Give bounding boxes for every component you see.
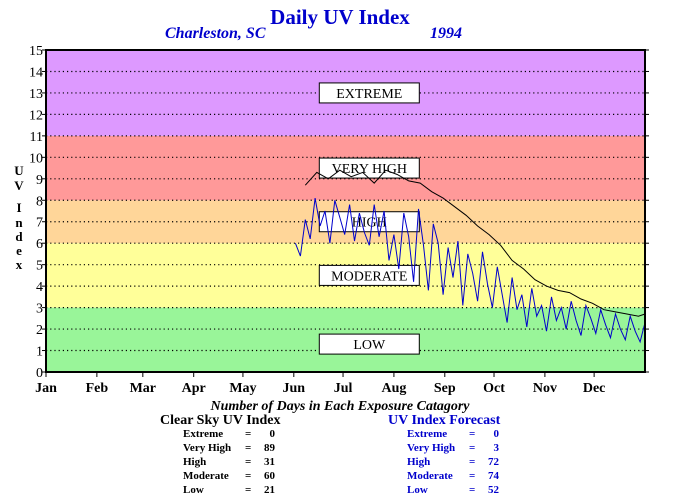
- y-tick-label: 0: [36, 366, 43, 381]
- stats-row-label: High: [407, 456, 431, 468]
- y-tick-label: 7: [36, 216, 43, 231]
- stats-row-equals: =: [245, 456, 252, 468]
- chart-subtitle-location: Charleston, SC: [165, 25, 266, 42]
- band-label-very-high: VERY HIGH: [318, 157, 420, 179]
- y-tick-label: 14: [29, 65, 43, 80]
- x-tick-label: Jul: [334, 381, 353, 396]
- band-label-text: EXTREME: [336, 87, 402, 102]
- stats-row-value: 52: [488, 484, 499, 496]
- plot-frame: [45, 49, 646, 373]
- stats-row-label: Extreme: [407, 428, 448, 440]
- y-axis-label-char: n: [15, 215, 23, 230]
- band-label-moderate: MODERATE: [318, 264, 420, 286]
- x-tick-label: Apr: [182, 381, 206, 396]
- stats-row-value: 74: [488, 470, 499, 482]
- stats-row-label: Very High: [407, 442, 456, 454]
- y-axis-label-char: U: [14, 163, 24, 178]
- y-tick-label: 1: [36, 345, 43, 360]
- stats-row-equals: =: [469, 470, 476, 482]
- y-tick-label: 11: [30, 130, 43, 145]
- clear-sky-heading: Clear Sky UV Index: [160, 413, 281, 428]
- y-tick-label: 10: [29, 151, 43, 166]
- stats-row-equals: =: [245, 470, 252, 482]
- y-tick-label: 5: [36, 259, 43, 274]
- y-axis-label-char: e: [16, 243, 22, 258]
- y-tick-label: 15: [29, 44, 43, 59]
- stats-row-value: 3: [493, 442, 500, 454]
- stats-row-value: 72: [488, 456, 499, 468]
- stats-row-value: 0: [493, 428, 500, 440]
- stats-row-equals: =: [245, 442, 252, 454]
- stats-row-label: High: [183, 456, 207, 468]
- stats-row-equals: =: [245, 428, 252, 440]
- x-tick-label: Nov: [533, 381, 557, 396]
- y-tick-label: 9: [36, 173, 43, 188]
- stats-row-value: 89: [264, 442, 275, 454]
- y-axis-label-char: V: [14, 178, 24, 193]
- chart-subtitle-year: 1994: [430, 25, 462, 42]
- x-tick-label: Jan: [35, 381, 57, 396]
- stats-row-equals: =: [469, 442, 476, 454]
- series-line-forecast: [294, 198, 646, 344]
- stats-row-label: Low: [407, 484, 428, 496]
- stats-row-value: 60: [264, 470, 275, 482]
- y-axis-label-char: I: [16, 200, 22, 215]
- stats-row-equals: =: [469, 428, 476, 440]
- stats-row-value: 0: [269, 428, 276, 440]
- stats-row-label: Low: [183, 484, 204, 496]
- y-axis-label-char: d: [15, 229, 23, 244]
- x-tick-label: Aug: [381, 381, 406, 396]
- band-label-box: [318, 82, 420, 104]
- x-tick-label: Mar: [130, 381, 156, 396]
- stats-row-label: Extreme: [183, 428, 224, 440]
- band-label-extreme: EXTREME: [318, 82, 420, 104]
- x-tick-label: May: [229, 381, 256, 396]
- y-axis-label-char: x: [15, 257, 23, 272]
- x-tick-label: Feb: [86, 381, 109, 396]
- chart-title: Daily UV Index: [270, 5, 410, 29]
- stats-row-equals: =: [469, 484, 476, 496]
- series-line-clear-sky: [304, 169, 646, 317]
- x-tick-label: Dec: [583, 381, 606, 396]
- y-tick-label: 12: [29, 108, 43, 123]
- forecast-heading: UV Index Forecast: [388, 413, 501, 428]
- band-label-low: LOW: [318, 333, 420, 355]
- x-tick-label: Sep: [434, 381, 456, 396]
- y-tick-label: 6: [36, 237, 43, 252]
- stats-row-equals: =: [469, 456, 476, 468]
- x-tick-label: Jun: [283, 381, 306, 396]
- stats-row-label: Very High: [183, 442, 232, 454]
- y-tick-label: 4: [36, 280, 43, 295]
- stats-row-value: 21: [264, 484, 275, 496]
- y-tick-label: 8: [36, 194, 43, 209]
- band-label-box: [318, 264, 420, 286]
- x-tick-label: Oct: [483, 381, 505, 396]
- y-tick-label: 2: [36, 323, 43, 338]
- y-tick-label: 13: [29, 87, 43, 102]
- stats-row-label: Moderate: [407, 470, 453, 482]
- band-label-text: VERY HIGH: [332, 162, 407, 177]
- stats-row-equals: =: [245, 484, 252, 496]
- stats-caption: Number of Days in Each Exposure Catagory: [210, 399, 470, 414]
- band-label-box: [318, 333, 420, 355]
- band-label-text: LOW: [353, 338, 386, 353]
- stats-row-label: Moderate: [183, 470, 229, 482]
- y-tick-label: 3: [36, 302, 43, 317]
- band-label-text: MODERATE: [331, 269, 407, 284]
- stats-row-value: 31: [264, 456, 275, 468]
